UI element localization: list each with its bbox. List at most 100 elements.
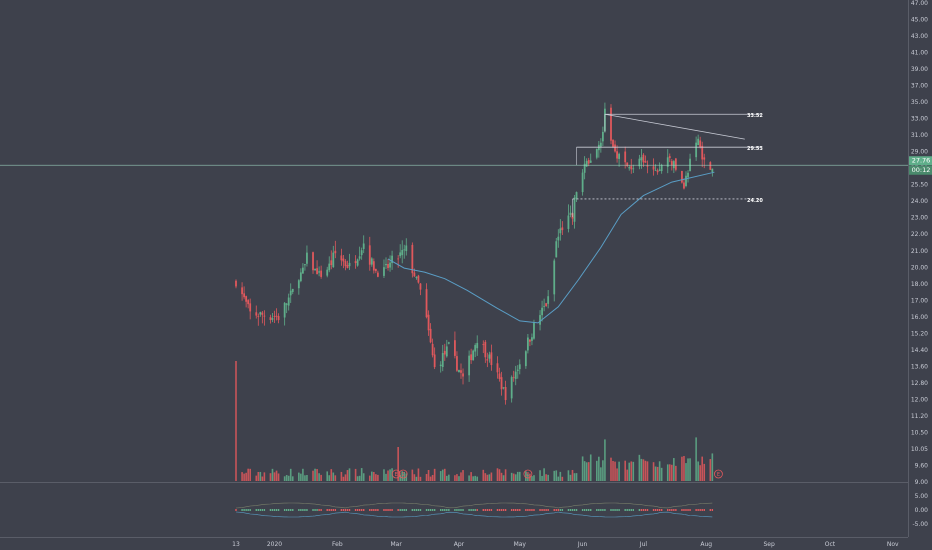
earnings-marker-icon (523, 469, 533, 479)
candle-body (526, 337, 529, 351)
volume-bar (243, 473, 245, 481)
oscillator-dot (363, 509, 365, 511)
candle-body (332, 252, 335, 268)
volume-bar (300, 473, 302, 481)
candle-body (257, 315, 260, 317)
time-tick-label: Aug (700, 541, 712, 548)
oscillator-dot (581, 509, 584, 511)
oscillator-dot (419, 509, 422, 511)
price-tick-label: 10.50 (911, 429, 928, 436)
volume-bar (373, 471, 375, 481)
candle-body (443, 350, 446, 355)
candle-body (638, 158, 641, 167)
candle-body (454, 340, 456, 356)
oscillator-dot (348, 509, 351, 511)
oscillator-dot (596, 509, 598, 511)
earnings-marker-icon (714, 469, 723, 479)
candle-body (585, 160, 588, 167)
oscillator-dot (557, 509, 559, 511)
oscillator-dot (427, 509, 430, 511)
volume-bar (711, 453, 714, 481)
volume-bar (283, 476, 286, 481)
candle-body (468, 355, 471, 376)
candle-body (314, 268, 316, 271)
volume-bar (531, 476, 533, 481)
oscillator-dot (389, 509, 391, 511)
volume-bar (504, 469, 507, 481)
volume-bars (235, 361, 714, 481)
time-tick-label: Sep (763, 541, 775, 548)
volume-bar (502, 475, 505, 481)
volume-bar (616, 468, 618, 481)
candle-body (646, 165, 649, 167)
oscillator-dot (632, 509, 634, 511)
volume-bar (484, 473, 487, 481)
oscillator-dot (685, 509, 687, 511)
oscillator-dot (387, 509, 389, 511)
oscillator-dot (269, 509, 272, 511)
candle-body (273, 315, 276, 317)
oscillator-dot (640, 509, 643, 511)
candle-body (458, 370, 460, 373)
volume-bar (675, 465, 677, 481)
volume-bar (514, 474, 517, 481)
oscillator-tick-label: -5.00 (912, 521, 928, 528)
oscillator-dot (433, 509, 436, 511)
countdown-box (909, 165, 932, 175)
price-tick-label: 20.00 (911, 264, 928, 271)
candle-body (433, 354, 436, 368)
candle-body (243, 293, 246, 298)
candle-body (510, 377, 513, 399)
oscillator-dot (320, 509, 322, 511)
oscillator-dot (354, 509, 357, 511)
earnings-marker-symbol: E (526, 472, 529, 478)
candle-body (668, 156, 671, 159)
volume-bar (600, 467, 602, 481)
oscillator-dot (660, 509, 663, 511)
volume-bar (571, 469, 574, 481)
oscillator-dot (703, 509, 705, 511)
candle-body (415, 276, 418, 278)
candle-body (462, 373, 464, 377)
oscillator-dot (600, 509, 602, 511)
oscillator-dot (575, 509, 578, 511)
oscillator-dot (687, 509, 689, 511)
drawings[interactable]: 33.52 29.53 24.20 (572, 113, 763, 217)
oscillator-dot (290, 509, 292, 511)
volume-bar (681, 456, 683, 481)
oscillator-dot (391, 509, 393, 511)
volume-bar (575, 473, 578, 481)
oscillator-dot (502, 509, 505, 511)
candle-body (427, 314, 430, 331)
volume-bar (567, 470, 570, 481)
oscillator-dot (618, 509, 620, 511)
candle-body (553, 260, 556, 295)
candle-body (484, 341, 487, 358)
last-price-label: 27.76 00:12 (0, 156, 932, 175)
candle-body (541, 307, 543, 316)
candle-body (277, 316, 280, 321)
volume-bar (689, 458, 691, 481)
candle-body (624, 151, 627, 163)
oscillator-dot (429, 509, 432, 511)
oscillator-dot (249, 509, 251, 511)
volume-bar (360, 468, 363, 481)
price-tick-label: 22.00 (911, 231, 928, 238)
oscillator-dot (261, 509, 264, 511)
candle-body (498, 373, 501, 380)
candle-body (354, 261, 357, 264)
oscillator-dot (425, 509, 428, 511)
oscillator-dot (626, 509, 628, 511)
volume-bar (527, 473, 529, 481)
oscillator-dot (638, 509, 641, 511)
oscillator-dot (699, 509, 701, 511)
oscillator-dot (689, 509, 691, 511)
volume-bar (533, 475, 535, 481)
countdown-text: 00:12 (912, 166, 931, 174)
time-axis[interactable]: 13 2020 Feb Mar Apr May Jun Jul Aug Sep Oct Nov (232, 541, 899, 548)
volume-bar (427, 470, 430, 481)
volume-bar (656, 466, 659, 481)
oscillator-dot (675, 509, 677, 511)
